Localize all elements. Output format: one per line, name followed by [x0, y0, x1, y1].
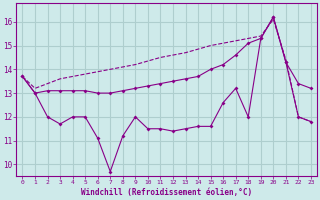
X-axis label: Windchill (Refroidissement éolien,°C): Windchill (Refroidissement éolien,°C) — [81, 188, 252, 197]
